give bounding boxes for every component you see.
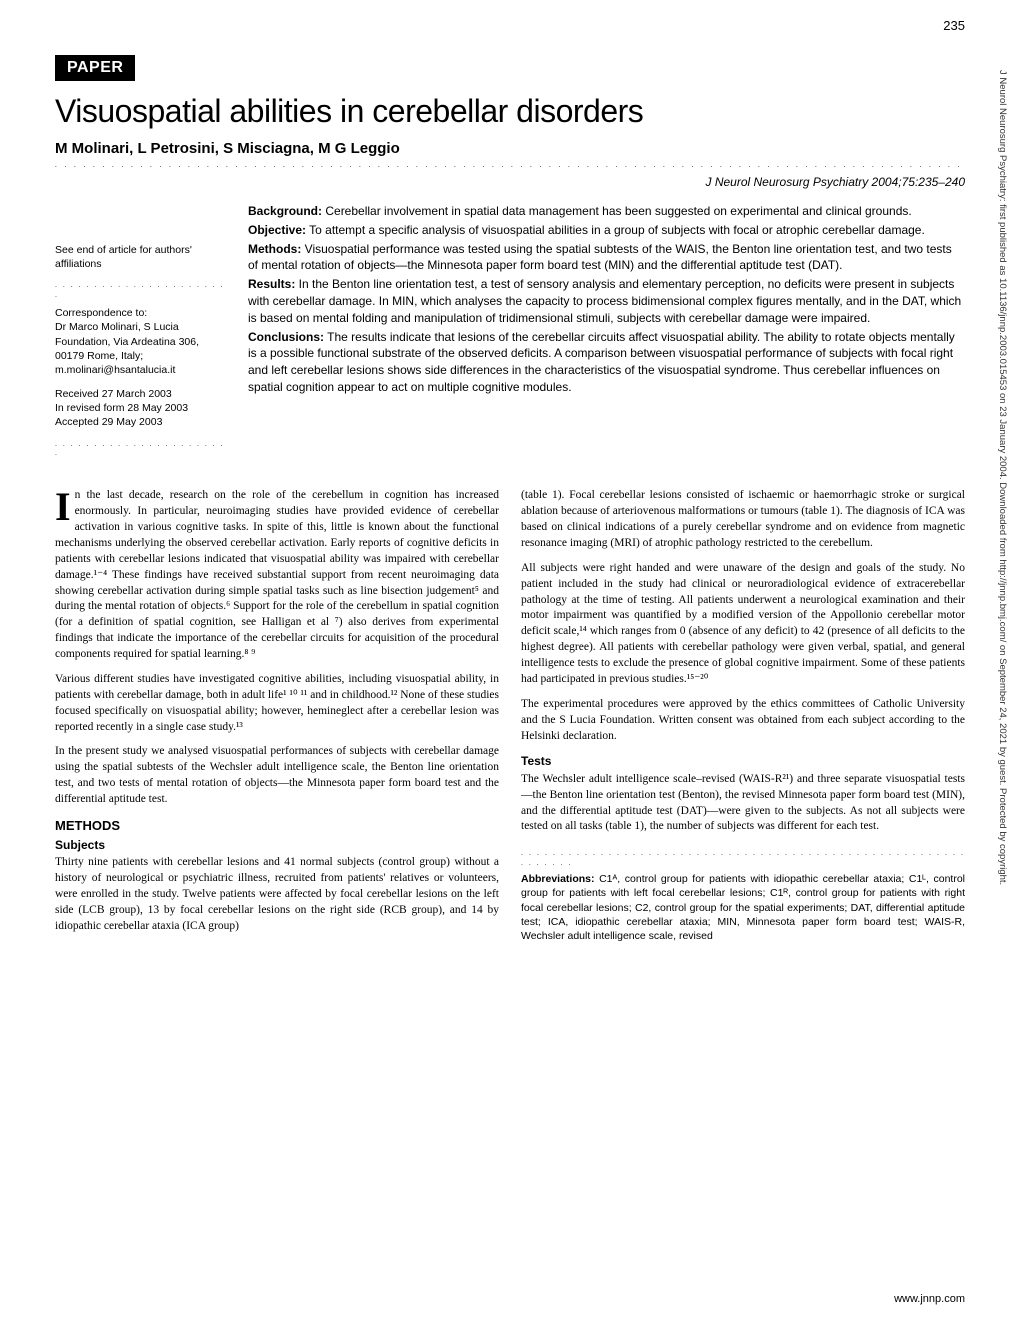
right-paragraph-3: The experimental procedures were approve… bbox=[521, 697, 965, 745]
intro-paragraph-1: In the last decade, research on the role… bbox=[55, 488, 499, 662]
conclusions-label: Conclusions: bbox=[248, 330, 324, 344]
methods-text: Visuospatial performance was tested usin… bbox=[248, 242, 952, 273]
authors: M Molinari, L Petrosini, S Misciagna, M … bbox=[55, 140, 965, 157]
dropcap: I bbox=[55, 488, 75, 523]
paper-badge: PAPER bbox=[55, 55, 135, 81]
page-content: PAPER Visuospatial abilities in cerebell… bbox=[0, 0, 1020, 964]
right-paragraph-2: All subjects were right handed and were … bbox=[521, 561, 965, 688]
page-number: 235 bbox=[943, 18, 965, 33]
tests-paragraph: The Wechsler adult intelligence scale–re… bbox=[521, 772, 965, 835]
accepted-date: Accepted 29 May 2003 bbox=[55, 415, 230, 429]
subjects-paragraph: Thirty nine patients with cerebellar les… bbox=[55, 855, 499, 934]
affiliations-note: See end of article for authors' affiliat… bbox=[55, 243, 230, 271]
subjects-heading: Subjects bbox=[55, 837, 499, 854]
results-text: In the Benton line orientation test, a t… bbox=[248, 277, 961, 325]
header-section: See end of article for authors' affiliat… bbox=[55, 203, 965, 464]
abbrev-label: Abbreviations: bbox=[521, 873, 595, 885]
left-column: In the last decade, research on the role… bbox=[55, 488, 499, 943]
intro-p1-text: n the last decade, research on the role … bbox=[55, 489, 499, 660]
background-label: Background: bbox=[248, 204, 322, 218]
conclusions-text: The results indicate that lesions of the… bbox=[248, 330, 955, 394]
abstract: Background: Cerebellar involvement in sp… bbox=[248, 203, 965, 464]
journal-reference: J Neurol Neurosurg Psychiatry 2004;75:23… bbox=[55, 175, 965, 189]
article-meta: See end of article for authors' affiliat… bbox=[55, 203, 230, 464]
objective-text: To attempt a specific analysis of visuos… bbox=[306, 223, 925, 237]
background-text: Cerebellar involvement in spatial data m… bbox=[322, 204, 912, 218]
methods-label: Methods: bbox=[248, 242, 301, 256]
meta-divider: . . . . . . . . . . . . . . . . . . . . … bbox=[55, 281, 230, 300]
footer-url: www.jnnp.com bbox=[894, 1293, 965, 1305]
meta-divider: . . . . . . . . . . . . . . . . . . . . … bbox=[55, 440, 230, 459]
divider-dots: . . . . . . . . . . . . . . . . . . . . … bbox=[55, 161, 965, 169]
abbrev-divider: . . . . . . . . . . . . . . . . . . . . … bbox=[521, 849, 965, 868]
results-label: Results: bbox=[248, 277, 295, 291]
right-column: (table 1). Focal cerebellar lesions cons… bbox=[521, 488, 965, 943]
intro-paragraph-3: In the present study we analysed visuosp… bbox=[55, 744, 499, 807]
methods-heading: METHODS bbox=[55, 817, 499, 835]
dates: Received 27 March 2003 In revised form 2… bbox=[55, 387, 230, 430]
correspondence-label: Correspondence to: bbox=[55, 307, 147, 319]
abbreviations-box: . . . . . . . . . . . . . . . . . . . . … bbox=[521, 849, 965, 943]
intro-paragraph-2: Various different studies have investiga… bbox=[55, 672, 499, 735]
copyright-sidebar: J Neurol Neurosurg Psychiatry: first pub… bbox=[984, 70, 1008, 1270]
right-paragraph-1: (table 1). Focal cerebellar lesions cons… bbox=[521, 488, 965, 551]
objective-label: Objective: bbox=[248, 223, 306, 237]
correspondence: Correspondence to: Dr Marco Molinari, S … bbox=[55, 306, 230, 377]
body-columns: In the last decade, research on the role… bbox=[55, 488, 965, 943]
tests-heading: Tests bbox=[521, 753, 965, 770]
received-date: Received 27 March 2003 bbox=[55, 387, 230, 401]
article-title: Visuospatial abilities in cerebellar dis… bbox=[55, 93, 965, 130]
correspondence-body: Dr Marco Molinari, S Lucia Foundation, V… bbox=[55, 321, 199, 376]
revised-date: In revised form 28 May 2003 bbox=[55, 401, 230, 415]
